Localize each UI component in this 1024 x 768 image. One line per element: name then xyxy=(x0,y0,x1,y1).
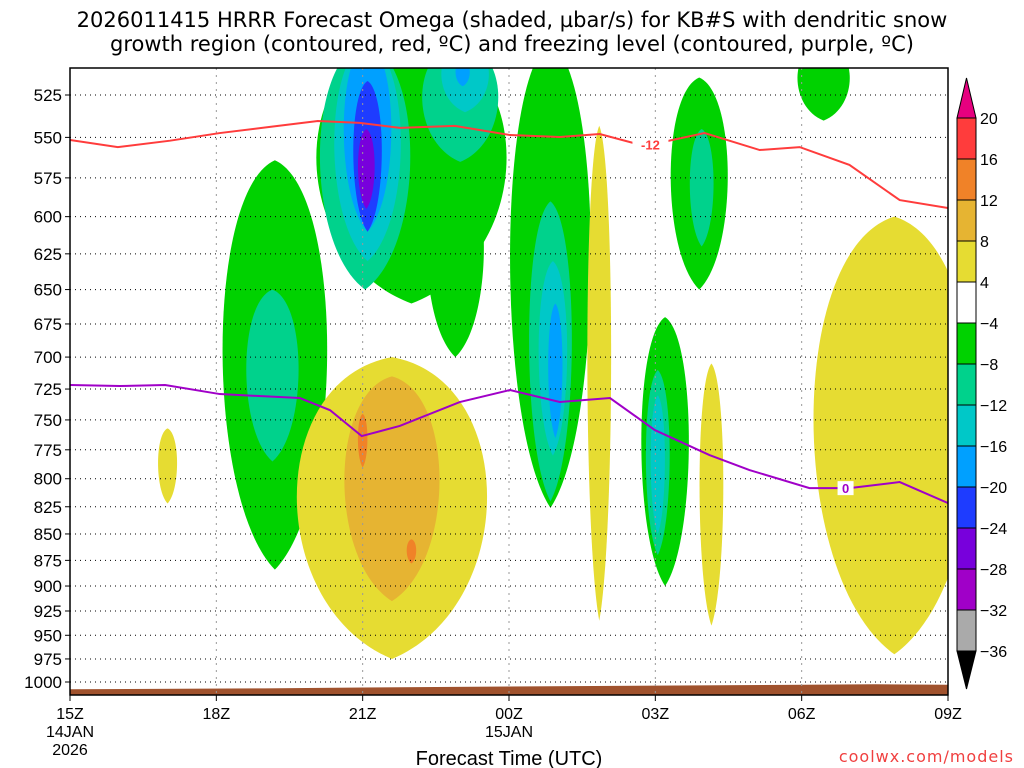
chart-title: 2026011415 HRRR Forecast Omega (shaded, … xyxy=(0,8,1024,56)
colorbar: 20 16 12 8 4 −4 −8 −12 −16 −20 −24 −28 −32 −36 xyxy=(956,77,1007,690)
colorbar-label: 8 xyxy=(980,234,989,251)
y-tick-label: 1000 xyxy=(24,673,62,692)
colorbar-box xyxy=(956,404,977,447)
x-tick-label: 09Z xyxy=(934,706,962,723)
y-tick-label: 925 xyxy=(34,602,62,621)
colorbar-box xyxy=(956,486,977,529)
colorbar-label: 20 xyxy=(980,111,998,128)
colorbar-label: −32 xyxy=(980,603,1007,620)
freezing-level-contour xyxy=(70,384,948,505)
y-tick-label: 675 xyxy=(34,315,62,334)
colorbar-label: −20 xyxy=(980,480,1007,497)
y-tick-label: 750 xyxy=(34,411,62,430)
colorbar-label: −8 xyxy=(980,357,998,374)
x-tick-label: 21Z xyxy=(349,706,377,723)
colorbar-label: 4 xyxy=(980,275,989,292)
y-tick-label: 700 xyxy=(34,348,62,367)
colorbar-box xyxy=(956,609,977,652)
colorbar-label: −36 xyxy=(980,644,1007,661)
terrain-layer xyxy=(70,684,948,695)
y-tick-label: 825 xyxy=(34,498,62,517)
title-line-2: growth region (contoured, red, ºC) and f… xyxy=(110,32,914,56)
title-line-1: 2026011415 HRRR Forecast Omega (shaded, … xyxy=(76,8,948,32)
omega-region xyxy=(699,363,724,626)
colorbar-label: −24 xyxy=(980,521,1007,538)
contour-lines: -12 0 xyxy=(70,119,948,505)
y-tick-label: 775 xyxy=(34,441,62,460)
y-tick-label: 525 xyxy=(34,86,62,105)
y-tick-label: 950 xyxy=(34,626,62,645)
x-tick-year: 2026 xyxy=(52,742,88,759)
omega-region xyxy=(158,428,178,504)
y-tick-label: 975 xyxy=(34,650,62,669)
omega-region xyxy=(441,68,489,113)
colorbar-box xyxy=(956,199,977,242)
x-axis-label: Forecast Time (UTC) xyxy=(416,748,603,768)
credit-text: coolwx.com/models xyxy=(838,747,1014,766)
y-tick-label: 850 xyxy=(34,525,62,544)
x-tick-label: 18Z xyxy=(203,706,231,723)
omega-region xyxy=(587,125,612,621)
colorbar-label: 16 xyxy=(980,152,998,169)
colorbar-label: −12 xyxy=(980,398,1007,415)
y-tick-label: 900 xyxy=(34,577,62,596)
contour-label: 0 xyxy=(842,481,849,496)
omega-region xyxy=(358,129,375,210)
colorbar-box xyxy=(956,240,977,283)
colorbar-box xyxy=(956,527,977,570)
omega-region xyxy=(797,68,850,121)
colorbar-under-triangle xyxy=(956,650,977,690)
omega-region xyxy=(344,376,440,602)
x-tick-date: 15JAN xyxy=(485,724,533,741)
omega-region xyxy=(426,153,484,358)
colorbar-over-triangle xyxy=(956,77,977,119)
colorbar-box xyxy=(956,281,977,324)
y-tick-label: 600 xyxy=(34,208,62,227)
minus12c-contour xyxy=(70,119,948,209)
x-tick-label: 03Z xyxy=(642,706,670,723)
omega-shading xyxy=(158,68,948,659)
colorbar-box xyxy=(956,158,977,201)
terrain-surface xyxy=(70,684,948,695)
colorbar-box xyxy=(956,363,977,406)
omega-region xyxy=(689,129,714,247)
y-tick-label: 800 xyxy=(34,470,62,489)
colorbar-label: −28 xyxy=(980,562,1007,579)
y-tick-label: 650 xyxy=(34,281,62,300)
y-tick-label: 625 xyxy=(34,245,62,264)
colorbar-label: −16 xyxy=(980,439,1007,456)
colorbar-box xyxy=(956,322,977,365)
y-tick-label: 550 xyxy=(34,128,62,147)
x-tick-label: 15Z xyxy=(56,706,84,723)
x-tick-label: 00Z xyxy=(495,706,523,723)
contour-label-bg xyxy=(632,137,669,152)
y-tick-label: 725 xyxy=(34,380,62,399)
contour-label-bg xyxy=(837,481,854,496)
omega-region xyxy=(813,216,948,655)
y-tick-label: 875 xyxy=(34,551,62,570)
y-tick-label: 575 xyxy=(34,169,62,188)
omega-region xyxy=(548,303,563,438)
omega-region xyxy=(455,68,470,87)
omega-region xyxy=(406,539,417,564)
contour-label: -12 xyxy=(641,138,660,153)
omega-region xyxy=(246,289,299,462)
axes: 525 550 575 600 625 650 675 700 725 750 775 800 825 8… xyxy=(24,67,962,759)
x-tick-label: 06Z xyxy=(788,706,816,723)
colorbar-box xyxy=(956,445,977,488)
colorbar-label: 12 xyxy=(980,193,998,210)
colorbar-box xyxy=(956,117,977,160)
colorbar-box xyxy=(956,568,977,611)
colorbar-label: −4 xyxy=(980,316,998,333)
x-tick-date: 14JAN xyxy=(46,724,94,741)
